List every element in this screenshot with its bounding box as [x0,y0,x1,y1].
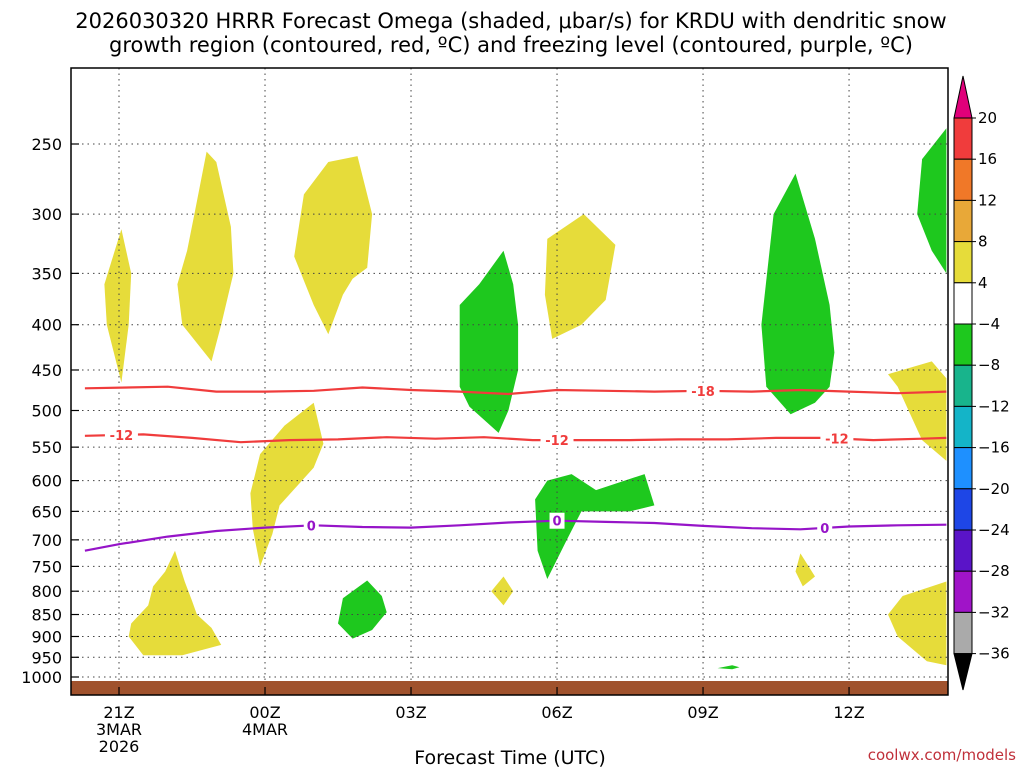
colorbar-label-1: 16 [978,150,997,168]
x-tick-label-6-0: 03Z [395,703,426,722]
colorbar-segment-10 [953,488,973,531]
contour-label-bg-2-0 [303,517,319,534]
omega-region-positive-2 [294,156,373,335]
y-tick-label-750: 750 [31,557,62,576]
y-tick-label-400: 400 [31,316,62,335]
x-tick-label-3-0: 00Z [249,703,280,722]
colorbar-segment-5 [953,282,973,325]
colorbar-label-8: −16 [978,439,1010,457]
colorbar-label-10: −24 [978,521,1010,539]
colorbar-segment-7 [953,364,973,407]
omega-region-negative-15 [717,665,740,670]
contour-label-bg-1-0 [104,426,138,443]
omega-region-negative-11 [761,173,835,415]
surface-terrain-band [71,681,948,695]
contour-label-1-0: -12 [110,429,134,444]
colorbar-label-5: −4 [978,315,1000,333]
colorbar-segment-0 [953,75,973,119]
colorbar-segment-9 [953,447,973,490]
contour-label-bg-0-0 [686,382,720,399]
colorbar-label-11: −28 [978,562,1010,580]
colorbar: 20 16 12 8 4 −4 −8 −12 −16 −20 −24 −28 −32 −36 [953,75,1010,691]
y-tick-label-550: 550 [31,438,62,457]
omega-region-positive-4 [250,402,324,567]
contour-label-1-2: -12 [825,432,849,447]
contour-label-2-1: 0 [553,515,562,530]
x-tick-label-0-1: 3MAR [96,720,142,739]
omega-region-positive-8 [888,361,947,461]
x-tick-label-0-0: 21Z [103,703,134,722]
y-tick-label-650: 650 [31,502,62,521]
colorbar-segment-12 [953,570,973,613]
omega-region-positive-7 [795,553,815,587]
colorbar-segment-14 [953,653,973,691]
x-tick-label-3-1: 4MAR [242,720,288,739]
y-tick-label-950: 950 [31,648,62,667]
contour-label-2-0: 0 [307,519,316,534]
x-tick-label-12-0: 09Z [687,703,718,722]
omega-region-positive-6 [491,576,514,606]
colorbar-label-9: −20 [978,480,1010,498]
omega-region-positive-9 [888,581,947,666]
colorbar-label-3: 8 [978,233,988,251]
contour-label-bg-2-2 [817,519,833,536]
colorbar-segment-11 [953,529,973,572]
colorbar-segment-1 [953,117,973,160]
contour-label-bg-1-2 [820,430,854,447]
omega-region-positive-1 [177,151,234,362]
omega-region-negative-12 [917,128,947,274]
y-tick-label-900: 900 [31,627,62,646]
colorbar-label-0: 20 [978,109,997,127]
temperature-contours: -18 -12 -12 -12 0 0 0 [84,382,947,552]
omega-region-positive-5 [128,550,222,656]
omega-region-positive-0 [104,229,132,383]
y-tick-label-500: 500 [31,402,62,421]
colorbar-segment-8 [953,405,973,449]
colorbar-segment-2 [953,158,973,201]
contour-label-2-2: 0 [820,522,829,537]
y-tick-label-700: 700 [31,531,62,550]
contour-label-bg-1-1 [540,432,574,449]
y-axis: 250 300 350 400 450 500 550 600 650 700 750 800 850 9… [21,135,79,687]
chart-title-line-2: growth region (contoured, red, ºC) and f… [109,33,913,57]
contour-label-bg-2-1 [549,512,565,529]
colorbar-segment-3 [953,199,973,243]
colorbar-label-12: −32 [978,603,1010,621]
plot-frame [70,67,949,696]
omega-regions [104,128,947,670]
y-tick-label-300: 300 [31,205,62,224]
colorbar-segment-4 [953,241,973,284]
omega-region-negative-13 [535,474,655,579]
y-tick-label-1000: 1000 [21,668,62,687]
omega-region-negative-10 [459,250,519,433]
x-tick-label-15-0: 12Z [833,703,864,722]
omega-region-negative-14 [338,580,387,639]
contour-line-0 [84,385,947,396]
omega-region-positive-3 [544,214,616,339]
colorbar-label-6: −8 [978,356,1000,374]
colorbar-label-13: −36 [978,645,1010,663]
contour-label-1-1: -12 [545,434,569,449]
gridlines [71,68,948,695]
colorbar-segment-6 [953,323,973,366]
y-tick-label-600: 600 [31,472,62,491]
x-tick-label-0-2: 2026 [99,737,140,756]
credit-text: coolwx.com/models [868,746,1016,764]
colorbar-label-7: −12 [978,397,1010,415]
contour-label-0-0: -18 [691,385,715,400]
colorbar-segment-13 [953,611,973,655]
chart-title-line-1: 2026030320 HRRR Forecast Omega (shaded, … [75,9,946,33]
x-tick-label-9-0: 06Z [541,703,572,722]
y-tick-label-450: 450 [31,361,62,380]
y-tick-label-800: 800 [31,582,62,601]
colorbar-label-2: 12 [978,191,997,209]
colorbar-label-4: 4 [978,274,988,292]
y-tick-label-250: 250 [31,135,62,154]
contour-line-2 [84,519,947,552]
y-tick-label-350: 350 [31,264,62,283]
x-axis-label: Forecast Time (UTC) [414,747,605,768]
y-tick-label-850: 850 [31,606,62,625]
